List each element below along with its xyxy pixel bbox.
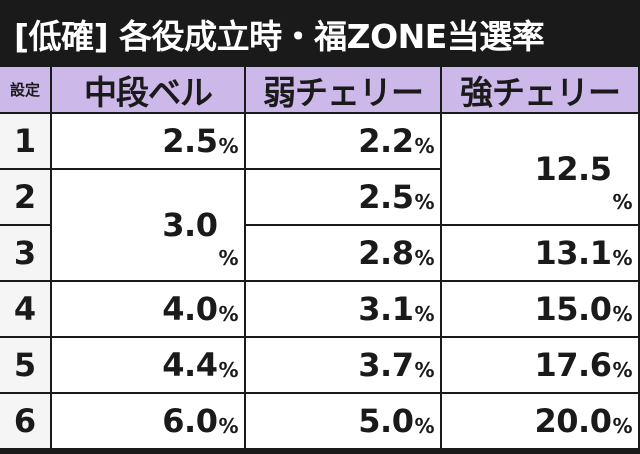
percent-unit: %	[218, 302, 238, 326]
chudan-bell-number: 6.0	[162, 402, 218, 440]
setting-cell: 6	[0, 394, 52, 450]
percent-unit: %	[612, 302, 632, 326]
jaku-cherry-value: 5.0%	[246, 394, 442, 450]
jaku-cherry-number: 5.0	[358, 402, 414, 440]
kyo-cherry-value-merged: 12.5%	[442, 114, 640, 226]
percent-unit: %	[414, 134, 434, 158]
jaku-cherry-number: 2.2	[358, 122, 414, 160]
header-setting: 設定	[0, 67, 52, 114]
percent-unit: %	[218, 414, 238, 438]
kyo-cherry-number: 13.1	[534, 234, 612, 272]
kyo-cherry-number: 17.6	[534, 346, 612, 384]
chudan-bell-value-merged: 3.0%	[52, 170, 246, 282]
percent-unit: %	[218, 134, 238, 158]
setting-cell: 3	[0, 226, 52, 282]
kyo-cherry-value: 13.1%	[442, 226, 640, 282]
chudan-bell-number: 3.0	[162, 206, 218, 244]
kyo-cherry-number: 15.0	[534, 290, 612, 328]
chudan-bell-number: 4.0	[162, 290, 218, 328]
percent-unit: %	[414, 190, 434, 214]
kyo-cherry-value: 17.6%	[442, 338, 640, 394]
chudan-bell-number: 2.5	[162, 122, 218, 160]
percent-unit: %	[218, 358, 238, 382]
setting-cell: 2	[0, 170, 52, 226]
header-jaku-cherry: 弱チェリー	[246, 67, 442, 114]
kyo-cherry-value: 15.0%	[442, 282, 640, 338]
header-kyo-cherry: 強チェリー	[442, 67, 640, 114]
header-chudan-bell: 中段ベル	[52, 67, 246, 114]
jaku-cherry-value: 3.7%	[246, 338, 442, 394]
setting-cell: 4	[0, 282, 52, 338]
jaku-cherry-number: 3.1	[358, 290, 414, 328]
chudan-bell-value: 2.5%	[52, 114, 246, 170]
jaku-cherry-value: 2.2%	[246, 114, 442, 170]
percent-unit: %	[612, 246, 632, 270]
percent-unit: %	[414, 302, 434, 326]
percent-unit: %	[414, 246, 434, 270]
setting-cell: 1	[0, 114, 52, 170]
jaku-cherry-number: 2.8	[358, 234, 414, 272]
chudan-bell-value: 4.4%	[52, 338, 246, 394]
kyo-cherry-value: 20.0%	[442, 394, 640, 450]
chudan-bell-number: 4.4	[162, 346, 218, 384]
jaku-cherry-number: 2.5	[358, 178, 414, 216]
page-title: [低確] 各役成立時・福ZONE当選率	[0, 0, 640, 67]
percent-unit: %	[414, 358, 434, 382]
kyo-cherry-number: 12.5	[534, 150, 612, 188]
chudan-bell-value: 4.0%	[52, 282, 246, 338]
percent-unit: %	[612, 358, 632, 382]
kyo-cherry-number: 20.0	[534, 402, 612, 440]
percent-unit: %	[612, 414, 632, 438]
percent-unit: %	[218, 246, 238, 270]
percent-unit: %	[414, 414, 434, 438]
setting-cell: 5	[0, 338, 52, 394]
jaku-cherry-value: 3.1%	[246, 282, 442, 338]
chudan-bell-value: 6.0%	[52, 394, 246, 450]
jaku-cherry-number: 3.7	[358, 346, 414, 384]
probability-table: 設定 中段ベル 弱チェリー 強チェリー 1 2 3 4 5 6 2.5% 3.0…	[0, 67, 640, 454]
percent-unit: %	[612, 190, 632, 214]
jaku-cherry-value: 2.5%	[246, 170, 442, 226]
jaku-cherry-value: 2.8%	[246, 226, 442, 282]
